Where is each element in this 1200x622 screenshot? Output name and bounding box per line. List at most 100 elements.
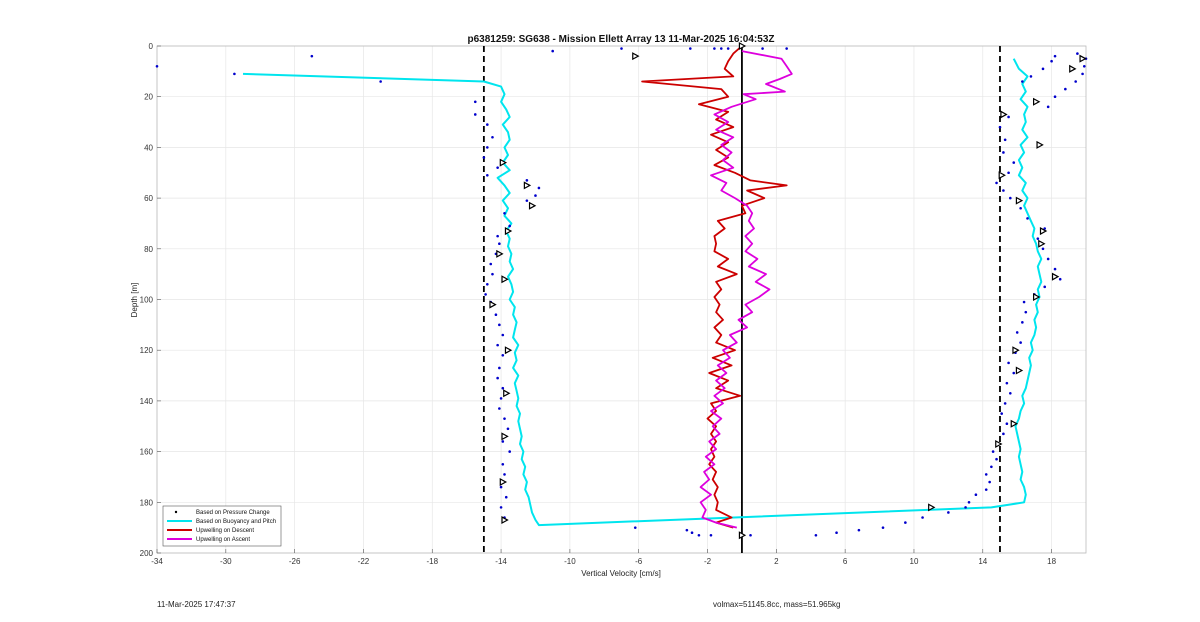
pressure-change-point [1076,52,1079,55]
pressure-change-point [489,262,493,266]
pressure-change-point [508,450,511,453]
y-tick-label: 40 [144,143,153,152]
pressure-change-point [709,533,713,537]
pressure-change-point [494,313,498,317]
legend-label-ascent: Upwelling on Ascent [196,537,250,543]
x-tick-label: -34 [151,557,163,566]
x-tick-label: -18 [426,557,438,566]
pressure-change-point [904,521,907,524]
pressure-change-point [1021,80,1024,83]
descent-upwelling-line [641,45,788,529]
pressure-change-point [690,531,694,535]
pressure-change-point [1046,105,1050,109]
pressure-change-point [1007,115,1010,119]
pressure-change-point [482,156,486,159]
pressure-change-point [998,125,1002,129]
pressure-change-point [1041,67,1045,71]
pressure-change-point [1074,80,1077,83]
triangle-marker [523,181,532,190]
triangle-marker [1033,292,1041,301]
x-tick-label: 2 [774,557,779,566]
pressure-change-point [1053,54,1057,58]
pressure-change-point [534,194,537,197]
chart-title: p6381259: SG638 - Mission Ellett Array 1… [467,34,774,45]
footer-timestamp: 11-Mar-2025 17:47:37 [157,600,236,609]
pressure-change-point [685,528,689,532]
pressure-change-point [491,135,494,139]
triangle-marker [632,52,640,61]
pressure-change-point [749,533,752,537]
pressure-change-point [1007,361,1010,365]
y-tick-label: 100 [140,296,154,305]
pressure-change-point [498,242,501,246]
pressure-change-point [1022,300,1026,304]
triangle-marker [1010,419,1018,428]
triangle-marker [1079,54,1087,63]
y-tick-label: 140 [140,397,154,406]
pressure-change-point [496,376,499,380]
pressure-change-point [1041,247,1045,251]
pressure-change-point [496,343,499,347]
pressure-change-point [233,72,236,76]
footer-info: volmax=51145.8cc, mass=51.965kg [713,600,841,609]
triangle-marker [738,531,747,540]
pressure-change-point [498,407,501,410]
pressure-change-point [1064,87,1067,91]
pressure-change-point [310,54,314,58]
pressure-change-point [947,511,950,514]
pressure-change-point [620,47,623,50]
pressure-change-point [503,417,506,420]
pressure-change-point [473,113,477,116]
triangle-marker [1000,110,1008,119]
pressure-change-point [1058,277,1062,281]
x-tick-label: -14 [495,557,507,566]
y-tick-label: 80 [144,245,153,254]
pressure-change-point [713,47,716,50]
pressure-change-point [491,272,494,276]
pressure-change-point [719,47,723,50]
triangle-marker [1015,196,1024,205]
pressure-change-point [486,282,489,286]
pressure-change-point [1024,310,1028,314]
pressure-change-point [995,181,998,185]
triangle-marker [738,41,747,51]
pressure-change-point [881,526,885,529]
pressure-change-point [967,501,971,504]
y-axis-label: Depth [m] [130,283,139,318]
triangle-marker [1051,272,1060,281]
pressure-change-point [506,427,510,431]
x-tick-label: 18 [1047,557,1056,566]
triangle-marker [501,516,509,525]
x-axis-ticks: -34 -30 -26 -22 -18 -14 -10 -6 -2 2 6 10 14 18 [151,549,1057,566]
pressure-change-point [921,516,924,519]
pressure-change-point [761,47,764,50]
pressure-change-point [1050,59,1053,63]
y-tick-label: 0 [149,42,154,51]
pressure-change-point [689,47,692,50]
triangle-marker [496,249,504,258]
pressure-change-point [726,47,730,50]
y-axis-ticks: 0 20 40 60 80 100 120 140 160 180 200 [140,42,161,558]
x-tick-label: -30 [220,557,232,566]
triangle-marker [928,503,936,512]
legend-label-buoyancy: Based on Buoyancy and Pitch [196,519,276,525]
pressure-change-point [1003,402,1007,405]
pressure-change-point [1053,95,1057,98]
triangle-marker [998,171,1006,180]
pressure-change-point [857,528,861,532]
pressure-change-point [991,450,995,453]
pressure-change-point [1002,189,1005,192]
pressure-change-point [1015,331,1019,334]
x-tick-label: -10 [564,557,576,566]
pressure-change-point [1036,237,1040,240]
pressure-change-point [1009,391,1012,395]
y-tick-label: 60 [144,194,153,203]
pressure-change-point [499,397,503,400]
x-tick-label: 6 [843,557,848,566]
pressure-change-point [486,173,489,177]
pressure-change-point [984,488,988,491]
pressure-change-point [1053,267,1057,271]
triangle-marker [1038,239,1046,248]
legend-marker-pressure [174,510,178,514]
pressure-change-point [1007,171,1010,175]
